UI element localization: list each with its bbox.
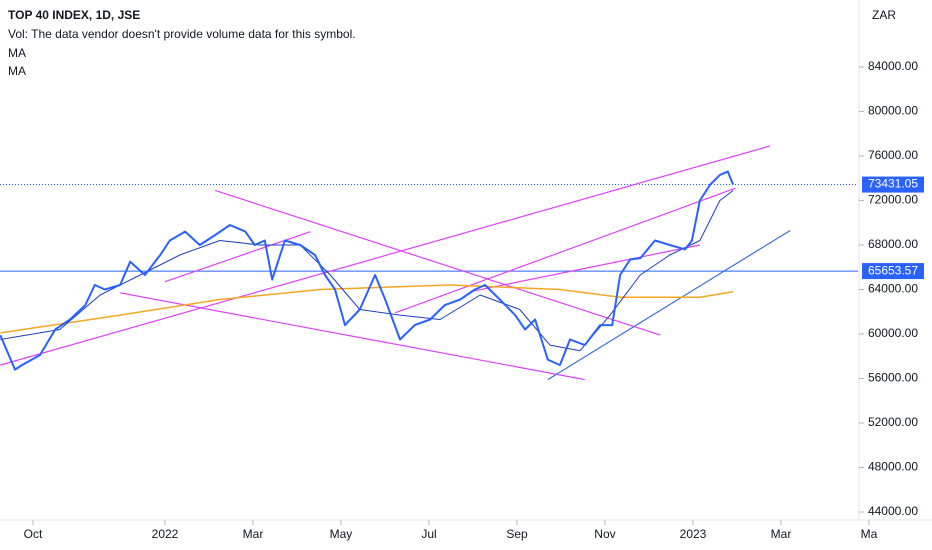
plot-area — [0, 145, 858, 381]
trendline — [470, 244, 700, 293]
y-tick-label: 44000.00 — [868, 504, 918, 518]
x-tick-label: Nov — [594, 527, 615, 541]
y-tick-label: 84000.00 — [868, 59, 918, 73]
y-tick-label: 76000.00 — [868, 148, 918, 162]
chart-title: TOP 40 INDEX, 1D, JSE — [8, 8, 140, 22]
axes: 44000.00 48000.00 52000.00 56000.00 60000.00… — [24, 59, 924, 541]
x-tick-label: 2022 — [152, 527, 179, 541]
series-line — [0, 190, 734, 352]
x-tick-label: Mar — [243, 527, 264, 541]
volume-note: Vol: The data vendor doesn't provide vol… — [8, 27, 356, 41]
y-tick-label: 52000.00 — [868, 415, 918, 429]
y-tick-label: 68000.00 — [868, 237, 918, 251]
x-tick-label: Jul — [421, 527, 436, 541]
price-tag-label: 65653.57 — [868, 263, 918, 277]
price-tag — [862, 176, 924, 193]
price-tag-label: 73431.05 — [868, 177, 918, 191]
series-line — [0, 170, 735, 371]
x-tick-label: Sep — [506, 527, 528, 541]
x-tick-label: Ma — [861, 527, 878, 541]
trendline — [395, 187, 736, 314]
legend-entry: MA — [8, 64, 26, 78]
trendline — [0, 145, 771, 366]
x-tick-label: 2023 — [680, 527, 707, 541]
y-tick-label: 48000.00 — [868, 460, 918, 474]
trendline — [214, 189, 661, 336]
x-tick-label: Oct — [24, 527, 43, 541]
y-tick-label: 80000.00 — [868, 104, 918, 118]
price-tag — [862, 263, 924, 280]
series-line — [0, 284, 734, 334]
y-tick-label: 56000.00 — [868, 371, 918, 385]
trendline — [547, 230, 791, 381]
y-tick-label: 64000.00 — [868, 282, 918, 296]
x-tick-label: May — [330, 527, 353, 541]
y-tick-label: 72000.00 — [868, 193, 918, 207]
x-tick-label: Mar — [771, 527, 792, 541]
trendline — [120, 292, 585, 381]
legend-entry: MA — [8, 46, 26, 60]
currency-label: ZAR — [872, 8, 896, 22]
y-tick-label: 60000.00 — [868, 326, 918, 340]
